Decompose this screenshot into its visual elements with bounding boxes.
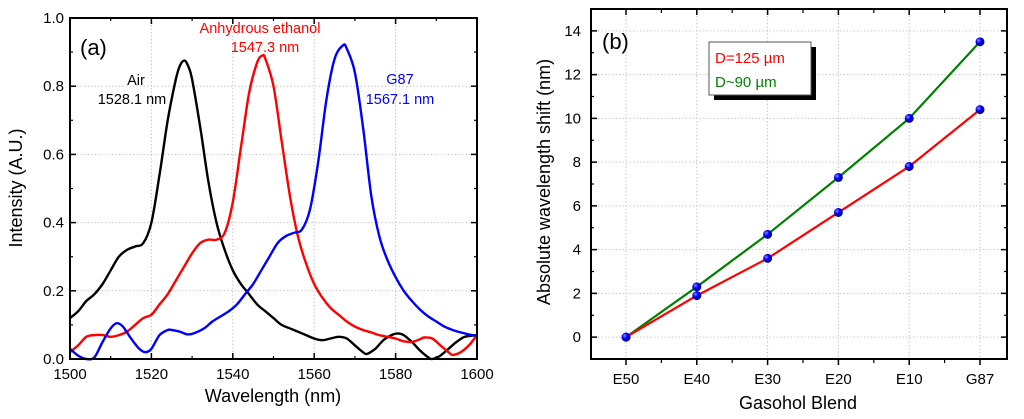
panel-b-legend: D=125 µm D~90 µm (708, 41, 816, 100)
panel-b-wavelength-shift: E50 E40 E30 E20 E10 G87 0 2 4 6 8 10 12 14 (b) Gasoho… (534, 8, 1008, 413)
x-tick-label: G87 (966, 371, 994, 388)
x-tick-label: E40 (683, 371, 710, 388)
series-line-g87 (69, 43, 478, 361)
data-point-d90-e30 (763, 229, 773, 239)
panel-a-y-axis-title: Intensity (A.U.) (6, 128, 26, 247)
annotation-g87: G87 1567.1 nm (366, 72, 435, 108)
panel-a-ticks: 1500 1520 1540 1560 1580 1600 0.0 0.2 0.4 0.6 0.8 1… (43, 10, 494, 383)
legend-box (708, 41, 812, 96)
panel-b-series (621, 37, 985, 342)
data-point-d125-e10 (904, 162, 914, 171)
annotation-ethanol-peak: 1547.3 nm (231, 40, 300, 56)
annotation-g87-name: G87 (386, 72, 413, 88)
annotation-g87-peak: 1567.1 nm (366, 92, 435, 108)
data-point-d90-e50 (621, 332, 631, 342)
annotation-air-name: Air (127, 73, 145, 89)
y-tick-label: 4 (573, 242, 581, 259)
panel-b-label: (b) (602, 29, 629, 54)
data-point-d90-e20 (833, 172, 843, 182)
annotation-anhydrous-ethanol: Anhydrous ethanol 1547.3 nm (200, 21, 321, 56)
panel-b-ticks: E50 E40 E30 E20 E10 G87 0 2 4 6 8 10 12 14 (564, 9, 1007, 388)
data-point-d90-g87 (975, 37, 985, 47)
data-point-d125-e40 (692, 291, 702, 301)
x-tick-label: 1560 (298, 366, 331, 383)
y-tick-label: 0.8 (43, 78, 64, 95)
series-line-d125 (625, 108, 981, 339)
x-tick-label: 1540 (216, 366, 249, 383)
x-tick-label: 1600 (460, 366, 493, 383)
panel-b-y-axis-title: Absolute wavelength shift (nm) (534, 59, 554, 305)
series-line-d90 (625, 41, 981, 338)
x-tick-label: E50 (613, 371, 640, 388)
panel-a-intensity-spectra: 1500 1520 1540 1560 1580 1600 0.0 0.2 0.4 0.6 0.8 1… (6, 10, 494, 406)
series-line-air (69, 59, 478, 361)
panel-a-label: (a) (80, 35, 107, 60)
data-point-d125-g87 (975, 105, 985, 115)
x-tick-label: E20 (825, 371, 852, 388)
data-point-d125-e20 (833, 207, 843, 217)
y-tick-label: 2 (573, 285, 581, 302)
y-tick-label: 0.0 (43, 351, 64, 368)
y-tick-label: 14 (564, 23, 581, 40)
panel-a-grid (70, 18, 477, 359)
panel-a-x-axis-title: Wavelength (nm) (205, 386, 341, 406)
data-point-d125-e30 (763, 253, 773, 263)
panel-b-grid (591, 9, 1007, 359)
x-tick-label: E30 (754, 371, 781, 388)
x-tick-label: 1500 (53, 366, 86, 383)
y-tick-label: 0.6 (43, 146, 64, 163)
annotation-air: Air 1528.1 nm (98, 73, 167, 108)
y-tick-label: 10 (564, 110, 581, 127)
panel-a-series (69, 43, 478, 361)
x-tick-label: E10 (896, 371, 923, 388)
annotation-ethanol-name: Anhydrous ethanol (200, 21, 321, 37)
y-tick-label: 8 (573, 154, 581, 171)
legend-entry-d90: D~90 µm (715, 74, 777, 91)
y-tick-label: 0.2 (43, 283, 64, 300)
y-tick-label: 0.4 (43, 215, 64, 232)
panel-a-axes-frame (69, 17, 478, 360)
data-point-d90-e40 (692, 282, 702, 292)
x-tick-label: 1580 (379, 366, 412, 383)
panel-b-x-axis-title: Gasohol Blend (739, 393, 857, 413)
y-tick-label: 1.0 (43, 10, 64, 27)
y-tick-label: 6 (573, 198, 581, 215)
legend-entry-d125: D=125 µm (715, 50, 785, 67)
y-tick-label: 12 (564, 67, 581, 84)
series-line-anhydrous-ethanol (69, 53, 478, 357)
y-tick-label: 0 (573, 329, 581, 346)
x-tick-label: 1520 (135, 366, 168, 383)
data-point-d90-e10 (904, 113, 914, 123)
annotation-air-peak: 1528.1 nm (98, 92, 167, 108)
